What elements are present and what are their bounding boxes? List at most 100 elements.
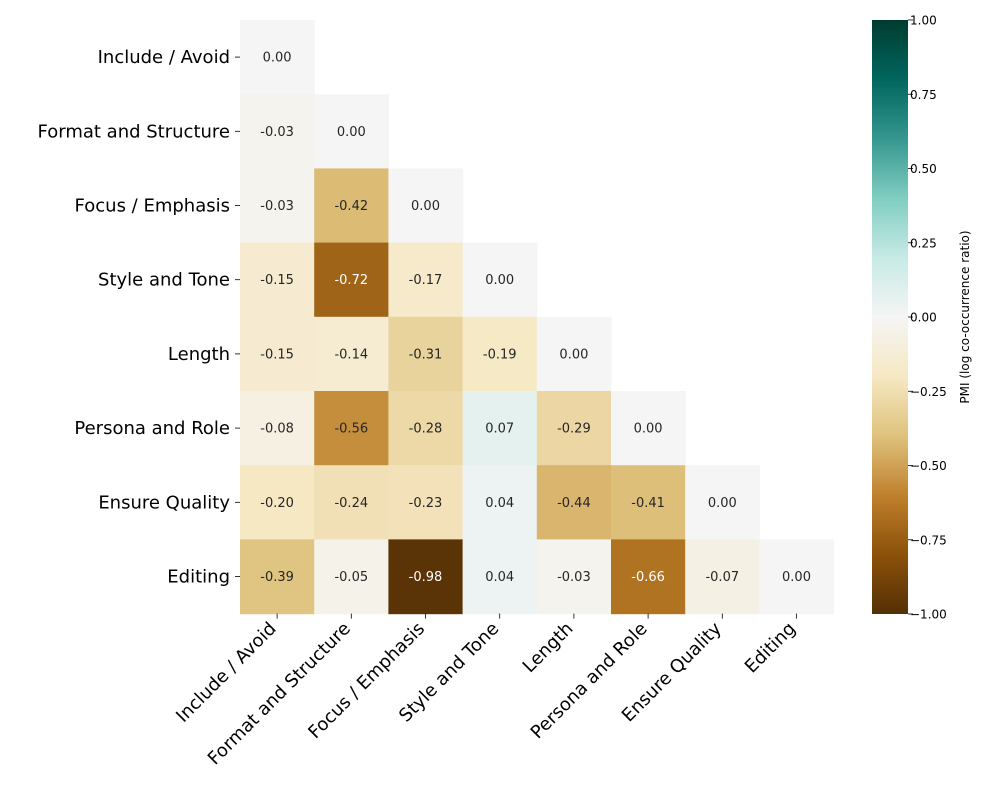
cell-value-label: -0.17: [409, 273, 443, 288]
heatmap-cell: [462, 242, 538, 318]
cell-value-label: 0.00: [559, 347, 588, 362]
heatmap-cell: [685, 539, 760, 615]
cell-value-label: -0.42: [334, 199, 368, 214]
heatmap-cell: [388, 391, 464, 466]
cell-value-label: -0.03: [260, 199, 294, 214]
cell-value-label: 0.07: [485, 422, 514, 437]
colorbar-label: PMI (log co-occurrence ratio): [958, 230, 972, 403]
heatmap-cell: [240, 20, 315, 95]
cell-value-label: -0.05: [334, 570, 368, 585]
heatmap-cell: [314, 539, 389, 615]
heatmap-cell: [314, 391, 389, 466]
cell-value-label: -0.98: [409, 570, 443, 585]
cell-value-label: 0.00: [634, 422, 663, 437]
y-tick-label: Persona and Role: [74, 418, 230, 439]
heatmap-cell: [611, 391, 686, 466]
colorbar-tick-label: −0.75: [910, 533, 947, 547]
heatmap-cell: [240, 465, 315, 540]
heatmap-cell: [314, 465, 389, 540]
cell-value-label: -0.08: [260, 422, 294, 437]
cell-value-label: -0.56: [334, 422, 368, 437]
y-tick-label: Focus / Emphasis: [75, 196, 230, 217]
colorbar-tick-label: −1.00: [910, 608, 947, 622]
cell-value-label: -0.23: [409, 496, 443, 511]
y-tick-label: Ensure Quality: [98, 492, 230, 513]
heatmap-cell: [462, 316, 538, 392]
heatmap-cell: [462, 465, 538, 540]
y-tick-label: Format and Structure: [38, 121, 230, 142]
heatmap-cell: [685, 465, 760, 540]
heatmap-cell: [314, 242, 389, 318]
heatmap-cell: [536, 316, 612, 392]
heatmap-cell: [536, 391, 612, 466]
colorbar-tick-label: 0.50: [910, 162, 937, 176]
cell-value-label: -0.15: [260, 273, 294, 288]
heatmap-cell: [611, 465, 686, 540]
heatmap-cell: [240, 316, 315, 392]
heatmap-cell: [388, 242, 464, 318]
cell-value-label: 0.00: [263, 51, 292, 66]
heatmap-cell: [388, 168, 464, 244]
cell-value-label: 0.04: [485, 496, 514, 511]
cell-value-label: -0.41: [631, 496, 665, 511]
cell-value-label: 0.04: [485, 570, 514, 585]
heatmap-cell: [611, 539, 686, 615]
cell-value-label: -0.19: [483, 347, 517, 362]
heatmap-cell: [388, 539, 464, 615]
heatmap-cell: [240, 168, 315, 244]
cell-value-label: 0.00: [782, 570, 811, 585]
cell-value-label: -0.29: [557, 422, 591, 437]
cell-value-label: -0.20: [260, 496, 294, 511]
cell-value-label: -0.14: [334, 347, 368, 362]
cell-value-label: -0.66: [631, 570, 665, 585]
heatmap-cell: [462, 391, 538, 466]
colorbar-tick-label: 0.00: [910, 311, 937, 325]
heatmap-cell: [388, 465, 464, 540]
cell-value-label: 0.00: [337, 125, 366, 140]
x-tick-label: Format and Structure: [204, 618, 355, 769]
cell-value-label: 0.00: [485, 273, 514, 288]
y-tick-label: Length: [168, 344, 230, 365]
heatmap-cell: [388, 316, 464, 392]
cell-value-label: 0.00: [411, 199, 440, 214]
colorbar-tick-label: −0.25: [910, 385, 947, 399]
heatmap-cell: [240, 539, 315, 615]
cell-value-label: -0.15: [260, 347, 294, 362]
heatmap-cell: [759, 539, 835, 615]
cell-value-label: -0.44: [557, 496, 591, 511]
y-tick-label: Include / Avoid: [98, 47, 230, 68]
cell-value-label: -0.39: [260, 570, 294, 585]
cell-value-labels: 0.00 -0.03 0.00 -0.03 -0.42 0.00 -0.15 -0.72 -0.…: [260, 51, 811, 585]
cell-value-label: -0.07: [705, 570, 739, 585]
cell-value-label: -0.03: [557, 570, 591, 585]
heatmap-cell: [462, 539, 538, 615]
heatmap-cell: [240, 94, 315, 169]
colorbar-tick-label: −0.50: [910, 459, 947, 473]
y-tick-label: Style and Tone: [98, 270, 230, 291]
y-tick-label: Editing: [167, 567, 230, 588]
heatmap-cell: [314, 94, 389, 169]
heatmap-cell: [314, 316, 389, 392]
x-tick-label: Editing: [741, 618, 800, 677]
colorbar-gradient: [872, 20, 908, 614]
cell-value-label: -0.24: [334, 496, 368, 511]
colorbar: 1.00 0.75 0.50 0.25 0.00 −0.25 −0.50 −0.75 −1.00…: [872, 14, 972, 622]
heatmap-cell: [240, 391, 315, 466]
cell-value-label: -0.03: [260, 125, 294, 140]
colorbar-tick-label: 1.00: [910, 14, 937, 28]
heatmap-cell: [314, 168, 389, 244]
x-tick-label: Length: [519, 618, 578, 677]
cell-value-label: -0.31: [409, 347, 443, 362]
y-axis: Include / Avoid Format and Structure Focus…: [38, 47, 240, 588]
colorbar-tick-label: 0.25: [910, 236, 937, 250]
cell-value-label: -0.72: [334, 273, 368, 288]
heatmap-cell: [536, 465, 612, 540]
heatmap-cells: [240, 20, 835, 615]
cell-value-label: -0.28: [409, 422, 443, 437]
colorbar-tick-label: 0.75: [910, 88, 937, 102]
heatmap-cell: [240, 242, 315, 318]
heatmap-cell: [536, 539, 612, 615]
colorbar-ticks: 1.00 0.75 0.50 0.25 0.00 −0.25 −0.50 −0.75 −1.00: [908, 14, 947, 622]
